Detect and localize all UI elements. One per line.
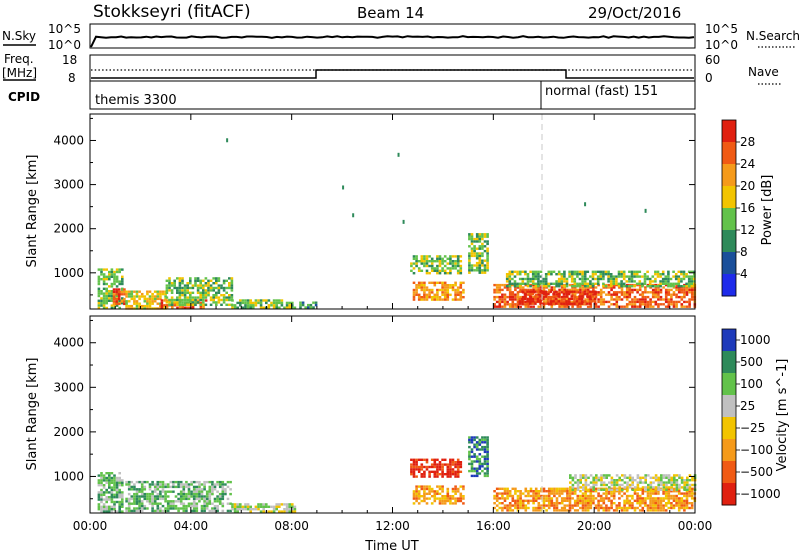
colorbar-tick-label: 12 bbox=[740, 223, 755, 237]
colorbar-tick-label: −100 bbox=[740, 443, 773, 457]
colorbar-tick-label: 1000 bbox=[740, 333, 771, 347]
y-tick-label: 2000 bbox=[53, 425, 84, 439]
nsky-label: N.Sky bbox=[2, 29, 36, 43]
colorbar-tick-label: 8 bbox=[740, 245, 748, 259]
velocity-cbar-label: Velocity [m s^-1] bbox=[775, 359, 790, 472]
freq-trace bbox=[91, 69, 694, 79]
power-x-ticks bbox=[89, 114, 696, 309]
nsky-trace bbox=[90, 35, 695, 48]
freq-tick-top: 18 bbox=[62, 53, 77, 67]
power-region-8 bbox=[412, 281, 465, 301]
nsky-tick-top: 10^5 bbox=[48, 22, 81, 36]
power-region-4 bbox=[165, 277, 234, 306]
x-tick-label: 16:00 bbox=[476, 519, 511, 533]
freq-label-1: Freq. bbox=[4, 52, 34, 66]
power-region-12 bbox=[518, 290, 597, 305]
velocity-echoes bbox=[97, 436, 697, 513]
power-region-6 bbox=[299, 301, 318, 309]
velocity-region-1 bbox=[125, 480, 232, 513]
y-tick-label: 3000 bbox=[53, 178, 84, 192]
cpid-strip: CPID themis 3300 normal (fast) 151 bbox=[8, 80, 696, 110]
beam-title: Beam 14 bbox=[357, 4, 424, 22]
x-tick-label: 20:00 bbox=[577, 519, 612, 533]
colorbar-tick-label: 500 bbox=[740, 355, 763, 369]
velocity-x-axis: 00:00 04:00 08:00 12:00 16:00 20:00 00:00 bbox=[73, 316, 713, 533]
nsearch-label: N.Search bbox=[746, 29, 800, 43]
y-tick-label: 4000 bbox=[53, 336, 84, 350]
colorbar-tick-label: 16 bbox=[740, 201, 755, 215]
colorbar-tick-label: 25 bbox=[740, 399, 755, 413]
y-tick-label: 1000 bbox=[53, 469, 84, 483]
date-title: 29/Oct/2016 bbox=[588, 4, 681, 22]
nsearch-tick-top: 10^5 bbox=[705, 22, 738, 36]
velocity-panel: 1000 2000 3000 4000 00:00 04:00 08:00 12:00 16:… bbox=[25, 315, 790, 554]
x-tick-label: 00:00 bbox=[678, 519, 713, 533]
colorbar-tick-label: −500 bbox=[740, 465, 773, 479]
nsearch-tick-bottom: 10^0 bbox=[705, 38, 738, 52]
colorbar-tick-label: 100 bbox=[740, 377, 763, 391]
velocity-region-2 bbox=[231, 503, 297, 513]
cpid-mode-2: normal (fast) 151 bbox=[545, 84, 658, 99]
power-region-2 bbox=[125, 290, 167, 310]
velocity-ylabel: Slant Range [km] bbox=[25, 358, 40, 471]
nsky-strip: N.Sky 10^5 10^0 10^5 10^0 N.Search bbox=[2, 22, 800, 52]
freq-strip: Freq. [MHz] 18 8 60 0 Nave bbox=[2, 52, 782, 85]
power-region-11 bbox=[505, 270, 696, 288]
x-tick-label: 08:00 bbox=[274, 519, 309, 533]
velocity-region-4 bbox=[412, 485, 465, 505]
nave-label: Nave bbox=[748, 65, 779, 79]
nave-tick-top: 60 bbox=[705, 53, 720, 67]
y-tick-label: 4000 bbox=[53, 133, 84, 147]
cpid-label: CPID bbox=[8, 90, 40, 104]
velocity-region-0 bbox=[97, 472, 124, 513]
power-panel: 1000 2000 3000 4000 Slant Range [km] 4 8 12 16… bbox=[25, 113, 775, 310]
colorbar-tick-label: 24 bbox=[740, 157, 755, 171]
velocity-colorbar: 1000 500 100 25 −25 −100 −500 −1000 bbox=[721, 328, 781, 506]
velocity-xlabel: Time UT bbox=[364, 539, 418, 554]
nave-tick-bottom: 0 bbox=[705, 71, 713, 85]
power-region-9 bbox=[468, 233, 489, 274]
x-tick-label: 04:00 bbox=[174, 519, 209, 533]
velocity-y-axis: 1000 2000 3000 4000 bbox=[53, 319, 695, 500]
colorbar-tick-label: 20 bbox=[740, 179, 755, 193]
power-y-axis: 1000 2000 3000 4000 bbox=[53, 117, 695, 296]
colorbar-tick-label: −25 bbox=[740, 421, 765, 435]
cpid-mode-1: themis 3300 bbox=[95, 93, 177, 108]
velocity-region-5 bbox=[468, 436, 489, 478]
colorbar-tick-label: 28 bbox=[740, 135, 755, 149]
y-tick-label: 1000 bbox=[53, 266, 84, 280]
station-title: Stokkseyri (fitACF) bbox=[93, 2, 251, 22]
power-ylabel: Slant Range [km] bbox=[25, 155, 40, 268]
freq-tick-bottom: 8 bbox=[68, 71, 76, 85]
power-colorbar: 4 8 12 16 20 24 28 bbox=[721, 119, 755, 297]
power-region-7 bbox=[410, 255, 463, 275]
velocity-region-3 bbox=[410, 458, 463, 478]
colorbar-tick-label: 4 bbox=[740, 267, 748, 281]
nsky-tick-bottom: 10^0 bbox=[48, 38, 81, 52]
power-region-1 bbox=[112, 288, 126, 306]
x-tick-label: 12:00 bbox=[375, 519, 410, 533]
colorbar-tick-label: −1000 bbox=[740, 487, 781, 501]
x-tick-label: 00:00 bbox=[73, 519, 108, 533]
freq-label-2: [MHz] bbox=[2, 66, 37, 80]
y-tick-label: 2000 bbox=[53, 222, 84, 236]
power-echoes bbox=[97, 138, 697, 310]
power-region-5 bbox=[231, 299, 297, 309]
power-cbar-label: Power [dB] bbox=[760, 175, 775, 246]
y-tick-label: 3000 bbox=[53, 380, 84, 394]
